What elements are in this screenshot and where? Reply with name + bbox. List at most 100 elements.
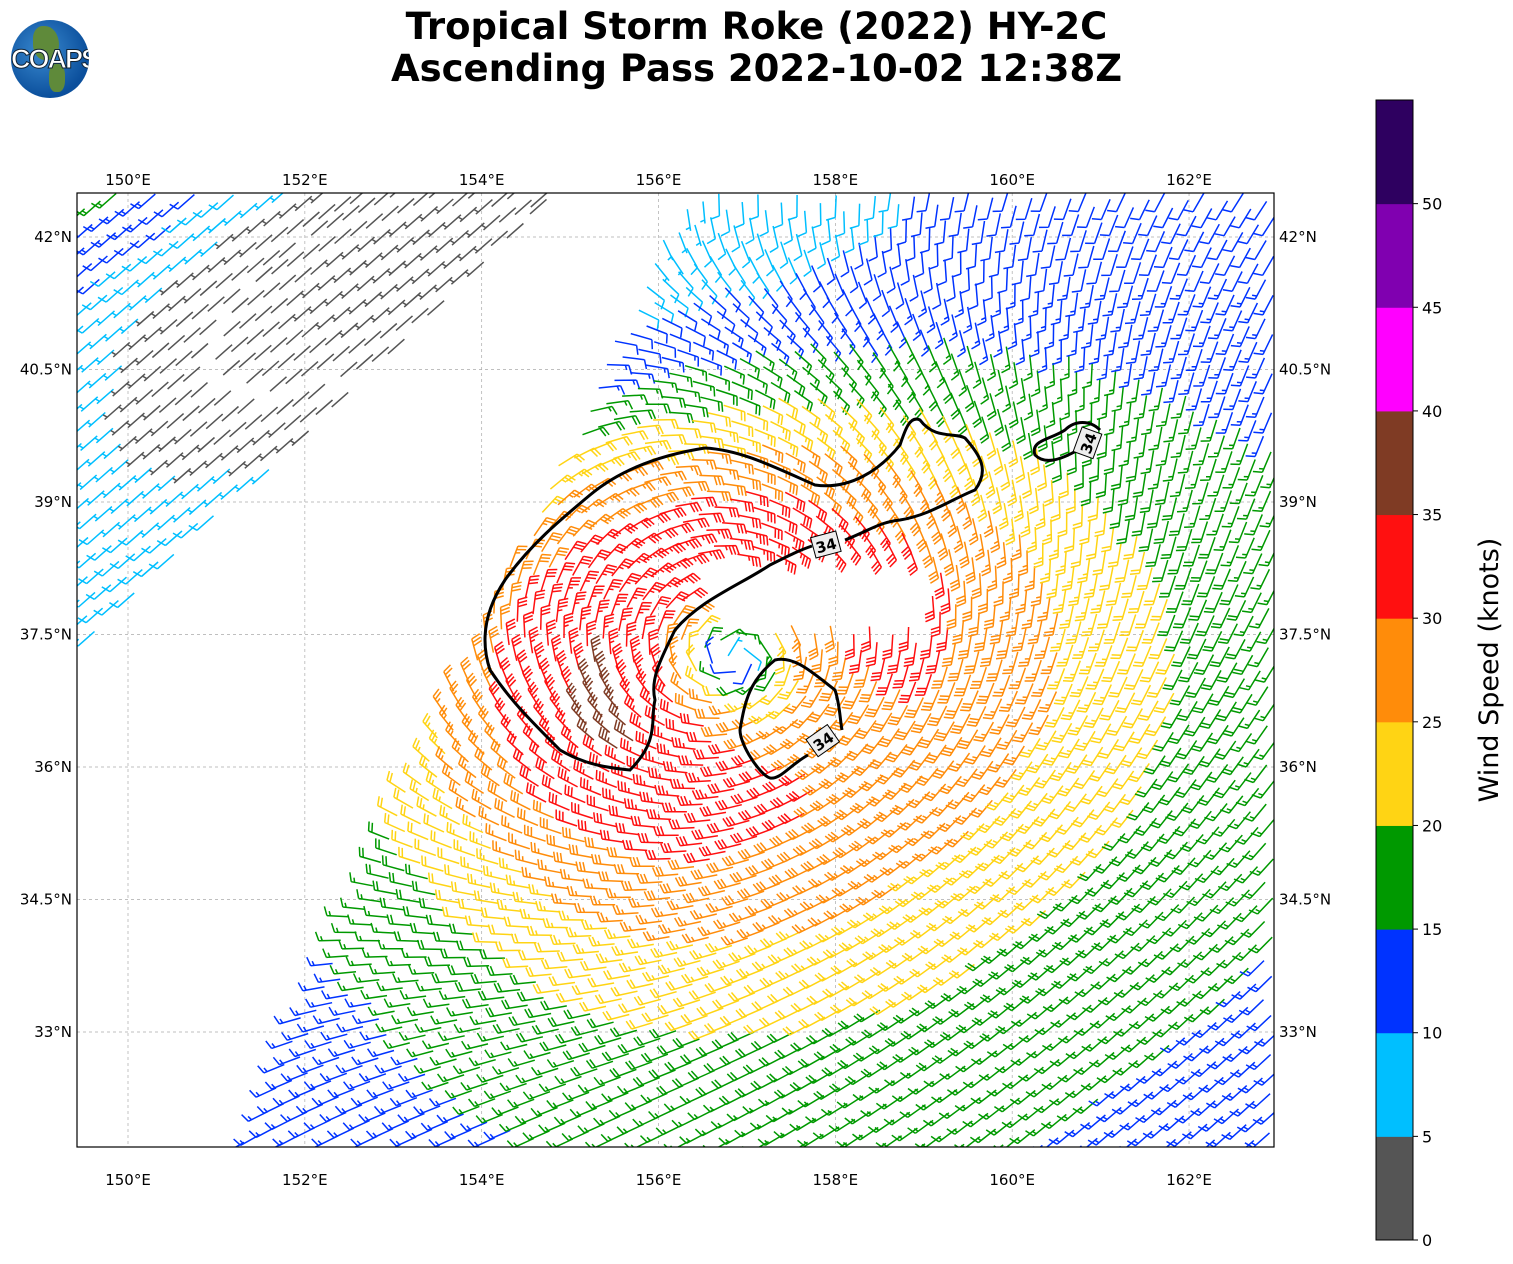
wind-barb: [957, 408, 968, 436]
wind-barb: [810, 343, 827, 369]
wind-barb: [839, 860, 867, 875]
wind-barb: [1074, 981, 1100, 998]
wind-barb: [349, 220, 368, 237]
lat-tick-label: 42°N: [1279, 228, 1317, 246]
wind-barb: [949, 564, 961, 592]
wind-barb: [1063, 253, 1079, 277]
wind-barb: [1122, 919, 1148, 937]
wind-barb: [860, 1064, 888, 1078]
wind-barb: [1059, 605, 1074, 630]
wind-barb: [790, 1000, 818, 1013]
wind-barb: [706, 528, 733, 539]
wind-barb: [1088, 457, 1100, 483]
wind-barb: [1251, 529, 1271, 551]
wind-barb: [590, 405, 618, 415]
wind-barb: [791, 546, 812, 569]
wind-barb: [1028, 292, 1040, 318]
wind-barb: [792, 844, 820, 856]
wind-barb: [1033, 542, 1044, 569]
wind-barb: [775, 930, 804, 941]
wind-barb: [1137, 989, 1163, 1007]
wind-barb: [461, 713, 478, 739]
wind-barb: [283, 414, 302, 431]
wind-barb: [876, 1017, 904, 1032]
wind-barb: [555, 597, 569, 623]
wind-barb: [1252, 741, 1274, 761]
wind-barb: [971, 322, 981, 350]
wind-barb: [986, 1081, 1013, 1097]
wind-barb: [979, 987, 1006, 1003]
wind-barb: [978, 1066, 1005, 1081]
wind-barb: [1002, 385, 1012, 413]
wind-barb: [828, 1079, 856, 1093]
wind-barb: [1222, 232, 1244, 253]
wind-barb: [1148, 387, 1164, 412]
wind-barb: [412, 737, 430, 762]
wind-barb: [919, 228, 931, 254]
wind-barb: [1230, 443, 1249, 466]
wind-barb: [1245, 435, 1265, 458]
wind-barb: [1164, 841, 1188, 860]
wind-barb: [1223, 427, 1241, 450]
wind-barb: [1156, 825, 1181, 844]
wind-barb: [1110, 465, 1123, 491]
wind-barb: [474, 746, 493, 771]
wind-barb: [603, 683, 619, 710]
wind-barb: [1083, 574, 1098, 599]
wind-barb: [646, 286, 666, 310]
wind-barb: [942, 376, 953, 405]
wind-barb: [1179, 834, 1204, 852]
wind-barb: [803, 249, 812, 277]
wind-barb: [372, 307, 391, 323]
wind-barb: [792, 883, 820, 895]
wind-barb: [270, 297, 289, 314]
wind-barb: [776, 514, 798, 535]
wind-barb: [1166, 1092, 1193, 1108]
wind-barb: [994, 229, 1009, 254]
wind-barb: [1206, 1092, 1232, 1109]
wind-barb: [315, 399, 333, 416]
wind-barb: [650, 907, 678, 918]
wind-barb: [436, 1113, 464, 1123]
wind-barb: [864, 336, 879, 364]
wind-barb: [459, 245, 478, 262]
wind-barb: [548, 547, 570, 568]
wind-barb: [880, 822, 907, 838]
wind-barb: [1040, 785, 1064, 805]
wind-barb: [770, 420, 791, 441]
wind-barb: [1015, 456, 1026, 484]
wind-barb: [1213, 740, 1237, 760]
wind-barb: [77, 341, 92, 355]
wind-barb: [354, 931, 380, 942]
wind-barb: [1017, 237, 1033, 262]
wind-barb: [962, 1112, 989, 1128]
wind-barb: [1128, 1052, 1154, 1069]
wind-barb: [1146, 505, 1162, 529]
wind-barb: [175, 350, 193, 367]
wind-barb: [623, 693, 642, 718]
wind-barb: [1212, 568, 1231, 590]
wind-barb: [747, 373, 768, 395]
wind-barb: [381, 855, 405, 872]
wind-barb: [1154, 481, 1170, 506]
wind-barb: [413, 1064, 442, 1074]
wind-barb: [769, 499, 791, 518]
axis-ticks: 150°E150°E152°E152°E154°E154°E156°E156°E…: [20, 171, 1331, 1189]
wind-barb: [563, 577, 581, 600]
wind-barb: [133, 467, 152, 484]
wind-barb: [1074, 730, 1096, 752]
wind-barb: [281, 1032, 309, 1041]
wind-barb: [828, 641, 839, 668]
wind-barb: [1050, 495, 1061, 523]
wind-barb: [356, 275, 376, 292]
colorbar-bin: [1376, 307, 1413, 412]
wind-barb: [836, 1095, 864, 1109]
wind-barb: [648, 1069, 676, 1079]
wind-barb: [999, 823, 1024, 842]
wind-barb: [986, 432, 997, 460]
wind-barb: [1215, 372, 1234, 395]
wind-barb: [278, 313, 297, 330]
wind-barb: [662, 760, 688, 774]
wind-barb: [623, 798, 648, 813]
wind-barb: [917, 940, 944, 955]
